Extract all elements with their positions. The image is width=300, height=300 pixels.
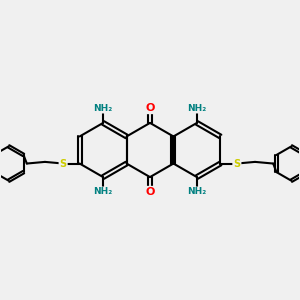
- Text: NH₂: NH₂: [187, 188, 206, 196]
- Text: NH₂: NH₂: [94, 103, 113, 112]
- Text: O: O: [145, 187, 155, 197]
- Text: O: O: [145, 103, 155, 113]
- Text: NH₂: NH₂: [187, 103, 206, 112]
- Text: S: S: [233, 158, 240, 169]
- Text: NH₂: NH₂: [94, 188, 113, 196]
- Text: S: S: [60, 158, 67, 169]
